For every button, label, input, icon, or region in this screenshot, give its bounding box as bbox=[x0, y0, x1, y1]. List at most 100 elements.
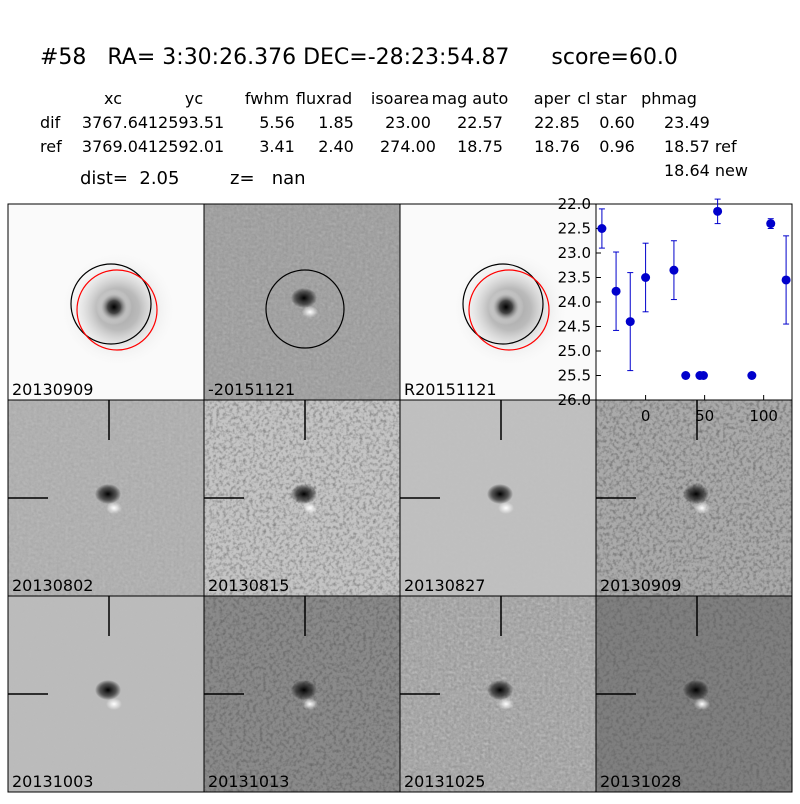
column-header: mag auto bbox=[432, 89, 509, 108]
cell: 5.56 bbox=[259, 113, 295, 132]
y-tick-label: 22.0 bbox=[558, 195, 591, 213]
image-panel: 20130827 bbox=[399, 399, 597, 597]
dist: dist= 2.05 bbox=[80, 168, 179, 189]
aperture bbox=[265, 269, 345, 349]
dark-blob bbox=[291, 680, 317, 700]
dark-blob bbox=[683, 680, 709, 700]
y-tick-label: 25.5 bbox=[558, 367, 591, 385]
x-tick-label: 100 bbox=[749, 407, 778, 425]
y-tick-label: 23.5 bbox=[558, 269, 591, 287]
image-panel: 20130815 bbox=[203, 399, 401, 597]
column-header: xc bbox=[104, 89, 122, 108]
title: #58 RA= 3:30:26.376 DEC=-28:23:54.87 sco… bbox=[40, 45, 678, 70]
point bbox=[698, 371, 708, 380]
white-blob bbox=[694, 698, 710, 710]
y-tick-label: 24.5 bbox=[558, 318, 591, 336]
plot-area bbox=[595, 203, 793, 401]
point bbox=[766, 219, 776, 229]
panel-label: R20151121 bbox=[404, 380, 497, 399]
image-panel: 20131028 bbox=[595, 595, 793, 793]
image-panel: 20131013 bbox=[203, 595, 401, 793]
y-tick-label: 22.5 bbox=[558, 220, 591, 238]
dark-blob bbox=[487, 680, 513, 700]
column-header: fwhm bbox=[245, 89, 289, 108]
cell: 18.75 bbox=[457, 137, 503, 156]
cell: 23.49 bbox=[664, 113, 710, 132]
cell: 3.41 bbox=[259, 137, 295, 156]
white-blob bbox=[498, 502, 514, 514]
panel-label: 20130802 bbox=[12, 576, 93, 595]
cell: 12592.01 bbox=[148, 137, 224, 156]
white-blob bbox=[694, 502, 710, 514]
panel-label: 20131025 bbox=[404, 772, 485, 791]
dark-blob bbox=[95, 680, 121, 700]
cell: 1.85 bbox=[318, 113, 354, 132]
point bbox=[747, 371, 757, 380]
panel-label: 20131028 bbox=[600, 772, 681, 791]
cell: 22.57 bbox=[457, 113, 503, 132]
panel-label: 20130909 bbox=[12, 380, 93, 399]
image-panel: 20131003 bbox=[7, 595, 205, 793]
white-blob bbox=[498, 698, 514, 710]
dark-blob bbox=[487, 484, 513, 504]
point bbox=[681, 371, 691, 380]
aperture bbox=[70, 263, 152, 345]
redshift: z= nan bbox=[230, 168, 306, 189]
cell: 23.00 bbox=[385, 113, 431, 132]
image-panel: -20151121 bbox=[203, 203, 401, 401]
point bbox=[669, 265, 679, 275]
panel-label: 20131003 bbox=[12, 772, 93, 791]
point bbox=[641, 273, 651, 282]
y-tick-label: 24.0 bbox=[558, 293, 591, 311]
dark-blob bbox=[95, 484, 121, 504]
cell: 0.60 bbox=[599, 113, 635, 132]
white-blob bbox=[302, 698, 318, 710]
image-panel: R20151121 bbox=[399, 203, 597, 401]
dark-blob bbox=[291, 484, 317, 504]
cell: 2.40 bbox=[318, 137, 354, 156]
image-panel: 20130909 bbox=[595, 399, 793, 597]
cell: 18.57 ref bbox=[664, 137, 737, 156]
cell: 3769.04 bbox=[82, 137, 148, 156]
aperture bbox=[462, 263, 544, 345]
white-blob bbox=[302, 306, 318, 318]
x-tick-label: 50 bbox=[695, 407, 714, 425]
aperture-ref bbox=[76, 269, 158, 351]
y-tick-label: 25.0 bbox=[558, 342, 591, 360]
source bbox=[488, 289, 524, 325]
panel-label: 20130815 bbox=[208, 576, 289, 595]
cell: 22.85 bbox=[534, 113, 580, 132]
panel-label: 20130909 bbox=[600, 576, 681, 595]
column-header: phmag bbox=[641, 89, 697, 108]
column-header: isoarea bbox=[371, 89, 429, 108]
y-tick-label: 26.0 bbox=[558, 391, 591, 409]
image-panel: 20130802 bbox=[7, 399, 205, 597]
x-tick-label: 0 bbox=[641, 407, 651, 425]
column-header: yc bbox=[185, 89, 203, 108]
white-blob bbox=[106, 698, 122, 710]
white-blob bbox=[302, 502, 318, 514]
cell: 3767.64 bbox=[82, 113, 148, 132]
point bbox=[713, 206, 723, 216]
cell: 18.64 new bbox=[664, 161, 748, 180]
column-header: aper bbox=[534, 89, 571, 108]
y-tick-label: 23.0 bbox=[558, 244, 591, 262]
row-label: ref bbox=[40, 137, 62, 156]
cell: 18.76 bbox=[534, 137, 580, 156]
source bbox=[96, 289, 132, 325]
panel-label: 20131013 bbox=[208, 772, 289, 791]
image-panel: 20130909 bbox=[7, 203, 205, 401]
row-label: dif bbox=[40, 113, 61, 132]
point bbox=[597, 224, 607, 233]
cell: 12593.51 bbox=[148, 113, 224, 132]
column-header: cl star bbox=[577, 89, 627, 108]
dark-blob bbox=[291, 288, 317, 308]
point bbox=[781, 275, 791, 285]
panel-label: 20130827 bbox=[404, 576, 485, 595]
point bbox=[611, 286, 621, 296]
panel-border bbox=[595, 595, 793, 793]
dark-blob bbox=[683, 484, 709, 504]
column-header: fluxrad bbox=[296, 89, 352, 108]
cell: 274.00 bbox=[380, 137, 436, 156]
cell: 0.96 bbox=[599, 137, 635, 156]
